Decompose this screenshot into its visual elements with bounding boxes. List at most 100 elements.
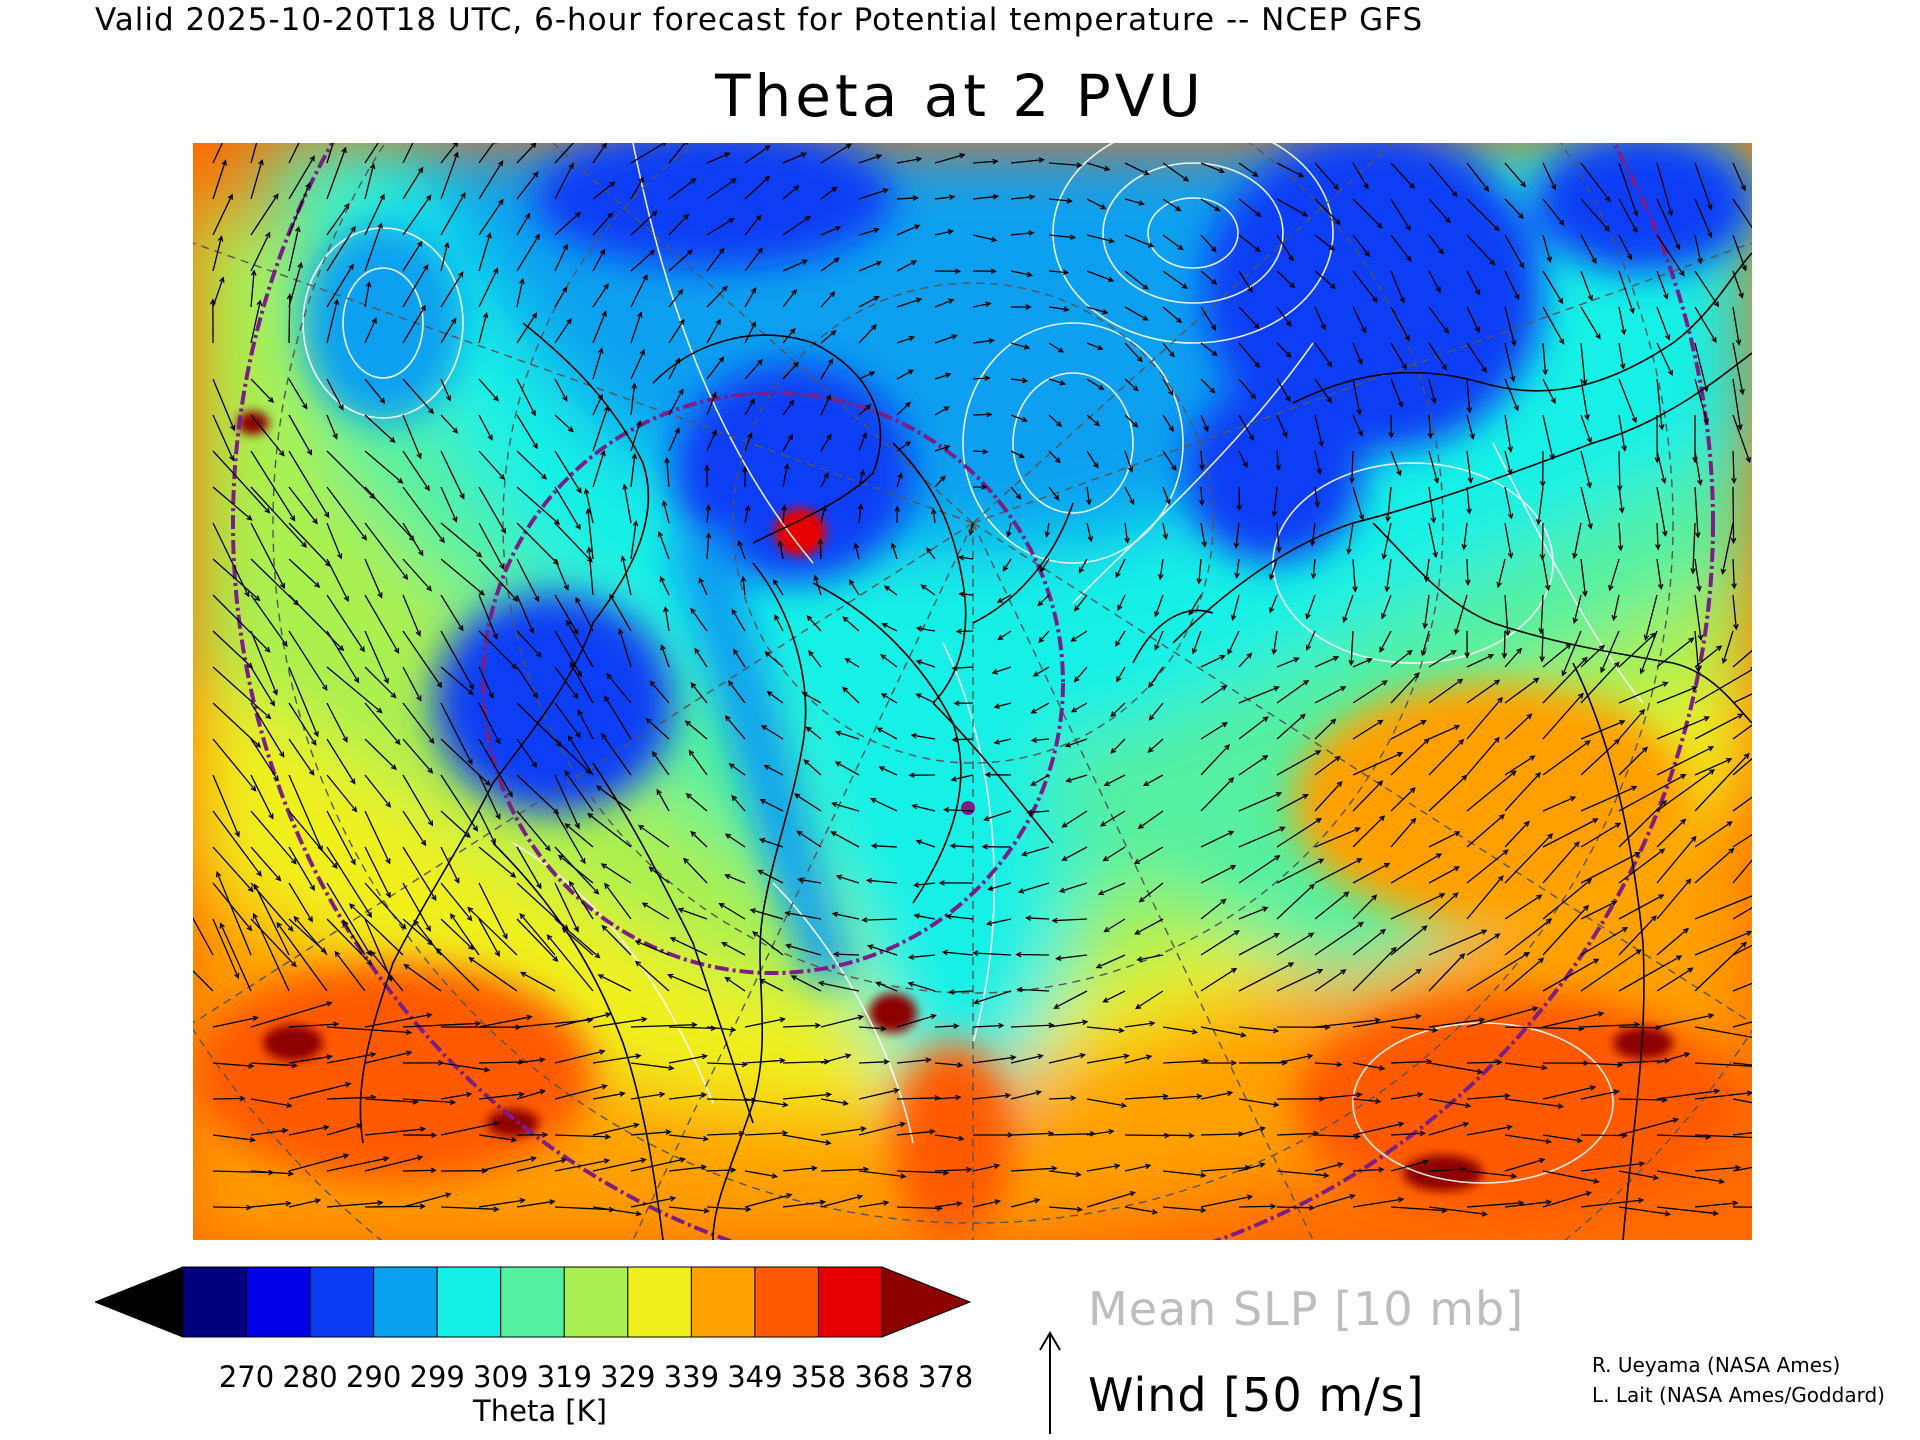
wind-vector-head — [873, 227, 880, 234]
wind-vector — [1580, 786, 1637, 812]
wind-vector-head — [419, 1126, 427, 1133]
wind-vector-head — [913, 913, 920, 919]
wind-vector-head — [1305, 644, 1312, 651]
wind-vector — [212, 194, 233, 236]
wind-vector-head — [1634, 1021, 1641, 1028]
wind-vector-head — [389, 437, 396, 443]
wind-vector — [782, 362, 799, 380]
colorbar-tick-label: 290 — [345, 1360, 402, 1394]
wind-vector — [660, 645, 670, 668]
wind-vector — [1732, 1132, 1752, 1136]
wind-vector — [1428, 306, 1449, 334]
wind-vector — [326, 522, 342, 559]
wind-vector — [1580, 1134, 1627, 1137]
wind-vector — [1580, 378, 1589, 420]
wind-vector-head — [371, 317, 377, 324]
wind-vector-head — [1662, 681, 1669, 687]
wind-vector-head — [853, 542, 860, 549]
wind-vector — [364, 486, 415, 541]
wind-vector-head — [1410, 817, 1417, 824]
wind-vector — [1192, 630, 1202, 654]
wind-vector-head — [1584, 740, 1591, 746]
wind-vector — [884, 585, 898, 596]
wind-vector — [1276, 414, 1288, 437]
wind-vector-head — [984, 375, 991, 381]
wind-vector-head — [1664, 1210, 1672, 1217]
wind-vector-head — [619, 1091, 626, 1097]
wind-vector-head — [724, 833, 732, 839]
wind-vector — [478, 199, 504, 236]
wind-vector-head — [1384, 586, 1391, 593]
wind-vector-head — [825, 393, 832, 401]
wind-vector-head — [1680, 818, 1687, 825]
wind-vector-head — [217, 235, 224, 242]
wind-vector-head — [502, 933, 508, 940]
wind-vector-head — [1379, 815, 1386, 822]
wind-vector-head — [604, 882, 610, 889]
wind-vector — [1428, 831, 1460, 848]
wind-vector — [934, 373, 951, 380]
wind-vector — [212, 522, 250, 597]
wind-vector-head — [1147, 746, 1154, 753]
wind-vector-head — [219, 276, 225, 283]
wind-vector — [440, 143, 458, 164]
wind-vector — [254, 884, 290, 956]
wind-vector-head — [449, 1099, 457, 1106]
wind-vector-head — [1073, 676, 1080, 683]
wind-vector — [1466, 198, 1500, 231]
wind-vector — [1148, 666, 1164, 688]
wind-vector-head — [445, 395, 452, 402]
wind-vector-head — [320, 947, 327, 954]
wind-vector-head — [1593, 1178, 1600, 1184]
wind-vector-head — [1254, 361, 1261, 368]
wind-vector — [440, 486, 457, 522]
wind-vector-head — [1535, 519, 1542, 526]
wind-vector-head — [1082, 1019, 1089, 1026]
wind-vector — [1276, 270, 1295, 288]
wind-vector-head — [878, 766, 885, 772]
wind-vector-head — [1435, 853, 1443, 859]
wind-vector — [1010, 1024, 1054, 1028]
wind-vector-head — [912, 882, 920, 888]
wind-vector — [858, 504, 862, 524]
wind-vector-head — [760, 725, 768, 731]
wind-vector-head — [869, 371, 876, 377]
wind-vector — [478, 313, 488, 344]
wind-vector-head — [435, 947, 442, 954]
wind-vector-head — [907, 981, 914, 987]
wind-vector — [1504, 270, 1520, 300]
wind-vector — [1542, 796, 1576, 812]
wind-vector-head — [603, 283, 609, 290]
wind-vector — [1352, 414, 1363, 436]
wind-vector — [1062, 846, 1088, 861]
wind-vector — [1656, 637, 1694, 668]
wind-vector-head — [1289, 282, 1296, 289]
wind-vector — [820, 434, 832, 452]
wind-vector — [858, 1026, 886, 1030]
wind-vector-head — [1493, 225, 1500, 232]
wind-vector — [1306, 594, 1316, 619]
wind-vector-head — [741, 1061, 748, 1068]
wind-vector-head — [1675, 955, 1683, 961]
wind-vector-head — [542, 1131, 549, 1138]
wind-vector — [1542, 693, 1584, 740]
wind-vector — [1048, 1133, 1095, 1136]
wind-vector — [921, 584, 936, 596]
wind-vector-head — [1053, 494, 1060, 501]
wind-vector-head — [1326, 361, 1333, 368]
wind-vector-head — [1504, 1093, 1511, 1099]
wind-vector-head — [1632, 210, 1639, 217]
wind-vector-head — [353, 677, 360, 684]
wind-vector — [1656, 878, 1691, 920]
wind-vector-head — [338, 645, 345, 652]
wind-vector-head — [1536, 894, 1543, 901]
wind-vector — [1428, 414, 1432, 438]
wind-vector-head — [1069, 234, 1077, 241]
wind-vector — [604, 696, 632, 740]
wind-vector-head — [1432, 551, 1439, 559]
wind-vector — [1238, 1026, 1278, 1032]
wind-vector-head — [857, 503, 864, 510]
wind-vector-head — [528, 627, 535, 635]
wind-vector-head — [1255, 211, 1262, 217]
wind-vector — [1048, 198, 1072, 202]
